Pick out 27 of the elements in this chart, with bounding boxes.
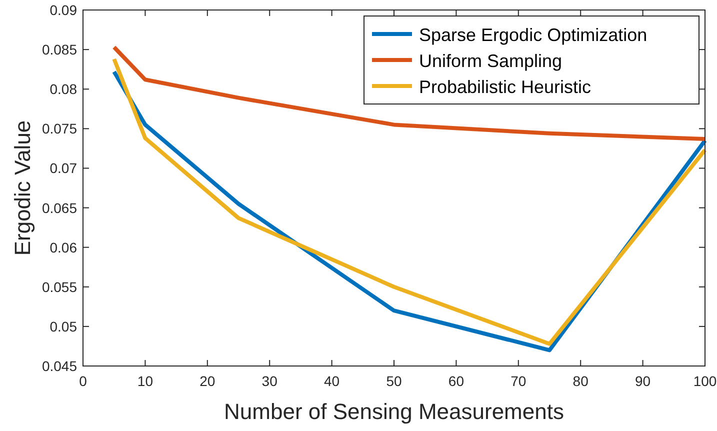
x-tick-label: 60 <box>448 373 464 389</box>
x-tick-label: 90 <box>635 373 651 389</box>
y-tick-label: 0.07 <box>50 160 78 176</box>
y-tick-label: 0.085 <box>42 42 78 58</box>
y-tick-label: 0.065 <box>42 200 78 216</box>
y-tick-label: 0.05 <box>50 318 78 334</box>
x-tick-label: 70 <box>510 373 526 389</box>
x-tick-label: 0 <box>79 373 88 389</box>
x-tick-label: 40 <box>324 373 340 389</box>
y-tick-label: 0.045 <box>42 358 78 374</box>
x-tick-label: 10 <box>137 373 154 389</box>
y-tick-label: 0.08 <box>50 81 78 98</box>
x-tick-label: 50 <box>386 373 402 389</box>
x-tick-label: 20 <box>200 373 216 389</box>
legend-label: Sparse Ergodic Optimization <box>419 25 648 45</box>
x-tick-label: 80 <box>572 373 589 389</box>
y-tick-label: 0.055 <box>42 278 78 295</box>
y-axis-title: Ergodic Value <box>10 120 35 256</box>
y-tick-label: 0.09 <box>50 2 78 18</box>
line-series <box>112 45 707 141</box>
x-tick-label: 30 <box>262 373 278 389</box>
legend-label: Uniform Sampling <box>419 51 562 71</box>
y-tick-label: 0.06 <box>50 239 78 256</box>
y-tick-label: 0.075 <box>42 120 78 137</box>
legend-label: Probabilistic Heuristic <box>419 77 592 97</box>
x-tick-label: 100 <box>693 373 717 389</box>
x-axis-title: Number of Sensing Measurements <box>224 399 564 424</box>
